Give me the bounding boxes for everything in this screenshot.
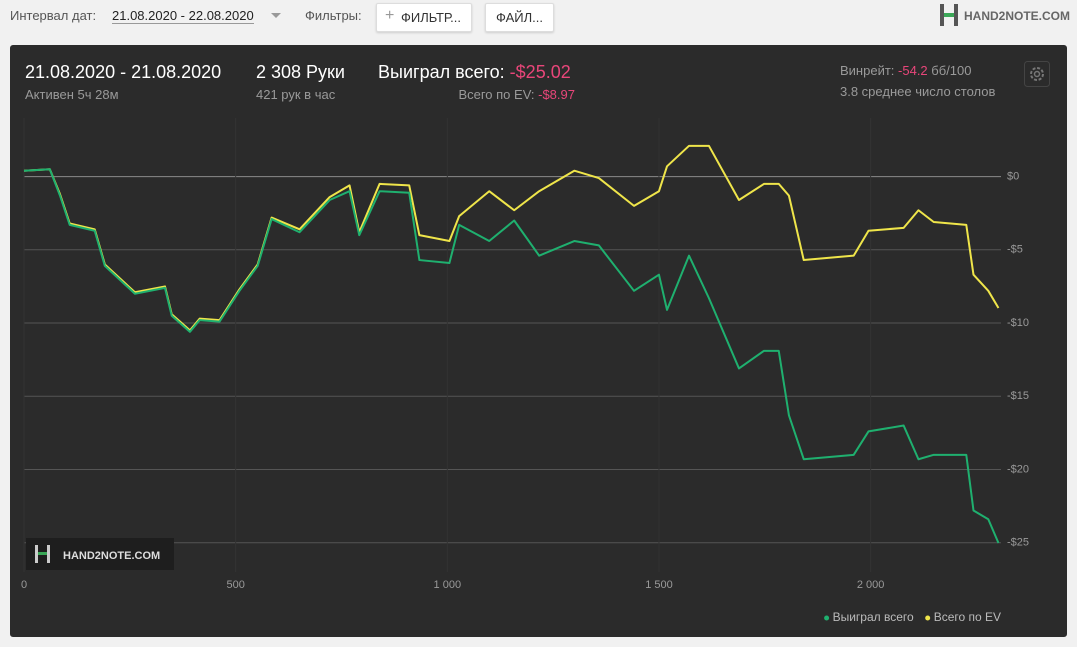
date-label: Интервал дат: <box>10 8 97 23</box>
ev-total: Всего по EV: -$8.97 <box>458 87 575 102</box>
legend-label: Всего по EV <box>934 610 1001 624</box>
hands-per-hour: 421 рук в час <box>256 87 336 102</box>
watermark-icon <box>35 545 50 563</box>
winrate-label: Винрейт: <box>840 63 895 78</box>
y-tick-label: -$10 <box>1007 317 1029 329</box>
won-label: Выиграл всего: <box>378 62 505 82</box>
series-line <box>23 168 1000 544</box>
x-tick-label: 0 <box>21 579 27 591</box>
chart-panel <box>10 45 1067 637</box>
series-line <box>23 144 1000 332</box>
watermark-text: HAND2NOTE.COM <box>63 550 160 562</box>
logo-icon <box>940 4 958 26</box>
y-tick-label: -$5 <box>1007 244 1023 256</box>
y-tick-label: -$20 <box>1007 463 1029 475</box>
active-time: Активен 5ч 28м <box>25 87 119 102</box>
x-tick-label: 1 500 <box>645 579 673 591</box>
y-tick-label: -$15 <box>1007 390 1029 402</box>
settings-button[interactable] <box>1024 61 1050 87</box>
summary-date: 21.08.2020 - 21.08.2020 <box>25 62 222 82</box>
x-tick-label: 500 <box>226 579 244 591</box>
logo-text: HAND2NOTE.COM <box>964 9 1071 23</box>
legend-label: Выиграл всего <box>833 610 914 624</box>
ev-label: Всего по EV: <box>458 87 535 102</box>
filter-button[interactable]: + ФИЛЬТР... <box>376 3 472 32</box>
tables: 3.8 среднее число столов <box>840 84 996 99</box>
filter-button-text: ФИЛЬТР... <box>401 10 461 25</box>
date-range[interactable]: 21.08.2020 - 22.08.2020 <box>112 8 254 24</box>
filters-label: Фильтры: <box>305 8 362 23</box>
ev-value: -$8.97 <box>538 87 575 102</box>
legend-marker <box>925 615 931 621</box>
won-total: Выиграл всего: -$25.02 <box>378 62 571 83</box>
hands: 2 308 Руки <box>256 62 345 82</box>
file-button[interactable]: ФАЙЛ... <box>485 3 554 32</box>
legend-marker <box>824 615 830 621</box>
x-tick-label: 2 000 <box>857 579 885 591</box>
y-tick-label: $0 <box>1007 170 1019 182</box>
watermark-bg <box>26 538 174 570</box>
y-tick-label: -$25 <box>1007 537 1029 549</box>
winrate-unit: бб/100 <box>931 63 972 78</box>
winrate: Винрейт: -54.2 бб/100 <box>840 63 972 78</box>
winrate-value: -54.2 <box>898 63 928 78</box>
x-tick-label: 1 000 <box>434 579 462 591</box>
dropdown-arrow[interactable] <box>271 13 283 21</box>
won-value: -$25.02 <box>509 62 571 82</box>
